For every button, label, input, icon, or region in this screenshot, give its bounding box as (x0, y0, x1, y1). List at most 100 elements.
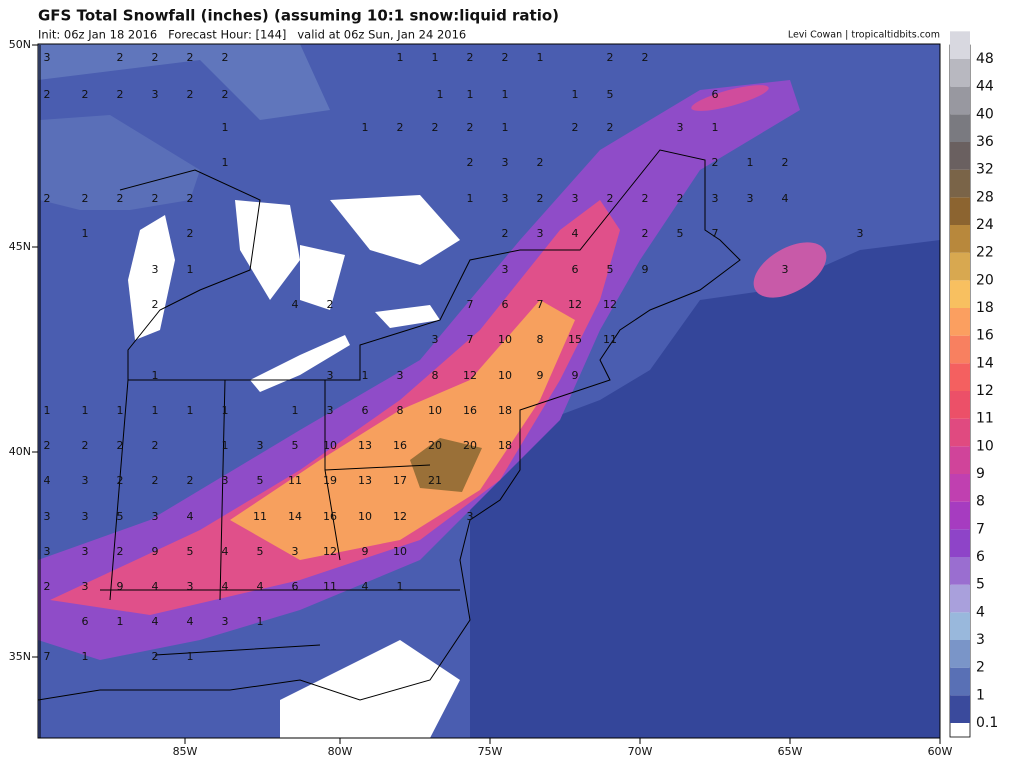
point-value: 9 (642, 263, 649, 276)
point-value: 1 (467, 88, 474, 101)
point-value: 5 (187, 545, 194, 558)
point-value: 20 (463, 439, 477, 452)
point-value: 2 (467, 121, 474, 134)
point-value: 3 (327, 404, 334, 417)
colorbar-label: 44 (976, 79, 994, 95)
land-shading (40, 115, 200, 210)
point-value: 2 (152, 298, 159, 311)
point-value: 1 (222, 439, 229, 452)
point-value: 5 (607, 263, 614, 276)
point-value: 5 (292, 439, 299, 452)
point-value: 13 (358, 439, 372, 452)
point-value: 10 (498, 369, 512, 382)
point-value: 9 (152, 545, 159, 558)
point-value: 3 (44, 545, 51, 558)
colorbar-swatch (950, 114, 970, 142)
lake-huron (235, 200, 345, 310)
point-value: 2 (44, 192, 51, 205)
point-value: 18 (498, 439, 512, 452)
point-value: 1 (502, 88, 509, 101)
point-value: 2 (44, 88, 51, 101)
point-value: 13 (358, 474, 372, 487)
point-value: 2 (187, 474, 194, 487)
point-value: 2 (187, 227, 194, 240)
point-value: 4 (152, 615, 159, 628)
point-value: 3 (537, 227, 544, 240)
point-value: 1 (222, 121, 229, 134)
point-value: 4 (222, 580, 229, 593)
colorbar-label: 12 (976, 383, 994, 399)
point-value: 2 (642, 192, 649, 205)
point-value: 5 (677, 227, 684, 240)
point-value: 6 (712, 88, 719, 101)
point-value: 4 (572, 227, 579, 240)
lon-label: 85W (173, 745, 198, 758)
point-value: 3 (222, 615, 229, 628)
point-value: 1 (82, 650, 89, 663)
colorbar-swatch (950, 529, 970, 557)
lon-label: 75W (478, 745, 503, 758)
point-value: 3 (467, 510, 474, 523)
point-value: 2 (467, 51, 474, 64)
point-value: 2 (222, 88, 229, 101)
lon-label: 70W (628, 745, 653, 758)
point-value: 1 (82, 404, 89, 417)
point-value: 12 (568, 298, 582, 311)
map-frame (37, 43, 941, 739)
point-value: 8 (537, 333, 544, 346)
point-value: 3 (502, 263, 509, 276)
point-value: 2 (222, 51, 229, 64)
point-value: 4 (187, 510, 194, 523)
ocean (470, 240, 940, 738)
point-value: 2 (117, 88, 124, 101)
point-value: 3 (152, 263, 159, 276)
point-value: 2 (642, 51, 649, 64)
point-value: 1 (572, 88, 579, 101)
point-value: 8 (432, 369, 439, 382)
point-value: 1 (117, 404, 124, 417)
point-value: 3 (187, 580, 194, 593)
point-value: 3 (292, 545, 299, 558)
colorbar-swatch (950, 280, 970, 308)
point-value: 4 (257, 580, 264, 593)
point-value: 2 (397, 121, 404, 134)
colorbar-swatch (950, 252, 970, 281)
point-value: 1 (747, 156, 754, 169)
colorbar-label: 14 (976, 355, 994, 371)
point-value: 1 (712, 121, 719, 134)
point-value: 16 (463, 404, 477, 417)
point-value: 2 (152, 51, 159, 64)
colorbar-swatch (950, 557, 970, 585)
point-value: 7 (44, 650, 51, 663)
point-value: 9 (572, 369, 579, 382)
point-value: 1 (432, 51, 439, 64)
colorbar-label: 7 (976, 521, 985, 537)
colorbar-label: 10 (976, 438, 994, 454)
point-value: 3 (677, 121, 684, 134)
point-value: 1 (467, 192, 474, 205)
lat-label: 45N (9, 240, 31, 253)
point-value: 1 (362, 369, 369, 382)
point-value: 2 (152, 192, 159, 205)
point-value: 2 (117, 192, 124, 205)
point-value: 8 (397, 404, 404, 417)
point-value: 11 (253, 510, 267, 523)
point-value: 1 (152, 369, 159, 382)
point-value: 6 (292, 580, 299, 593)
colorbar-label: 2 (976, 660, 985, 676)
point-value: 1 (437, 88, 444, 101)
point-value: 3 (152, 88, 159, 101)
point-value: 5 (257, 474, 264, 487)
title: GFS Total Snowfall (inches) (assuming 10… (38, 7, 559, 25)
point-value: 1 (502, 121, 509, 134)
point-value: 1 (152, 404, 159, 417)
point-value: 1 (537, 51, 544, 64)
point-value: 1 (44, 404, 51, 417)
point-value: 12 (463, 369, 477, 382)
point-values: 3 2 2 2 2 1 1 2 2 1 2 22 2 2 3 2 2 1 1 1 1 5 61 1 2 2 2 1 2 2 3 11 2 3 2 2 1… (44, 51, 864, 663)
point-value: 14 (288, 510, 302, 523)
point-value: 7 (467, 298, 474, 311)
point-value: 1 (222, 156, 229, 169)
point-value: 2 (82, 192, 89, 205)
point-value: 12 (393, 510, 407, 523)
